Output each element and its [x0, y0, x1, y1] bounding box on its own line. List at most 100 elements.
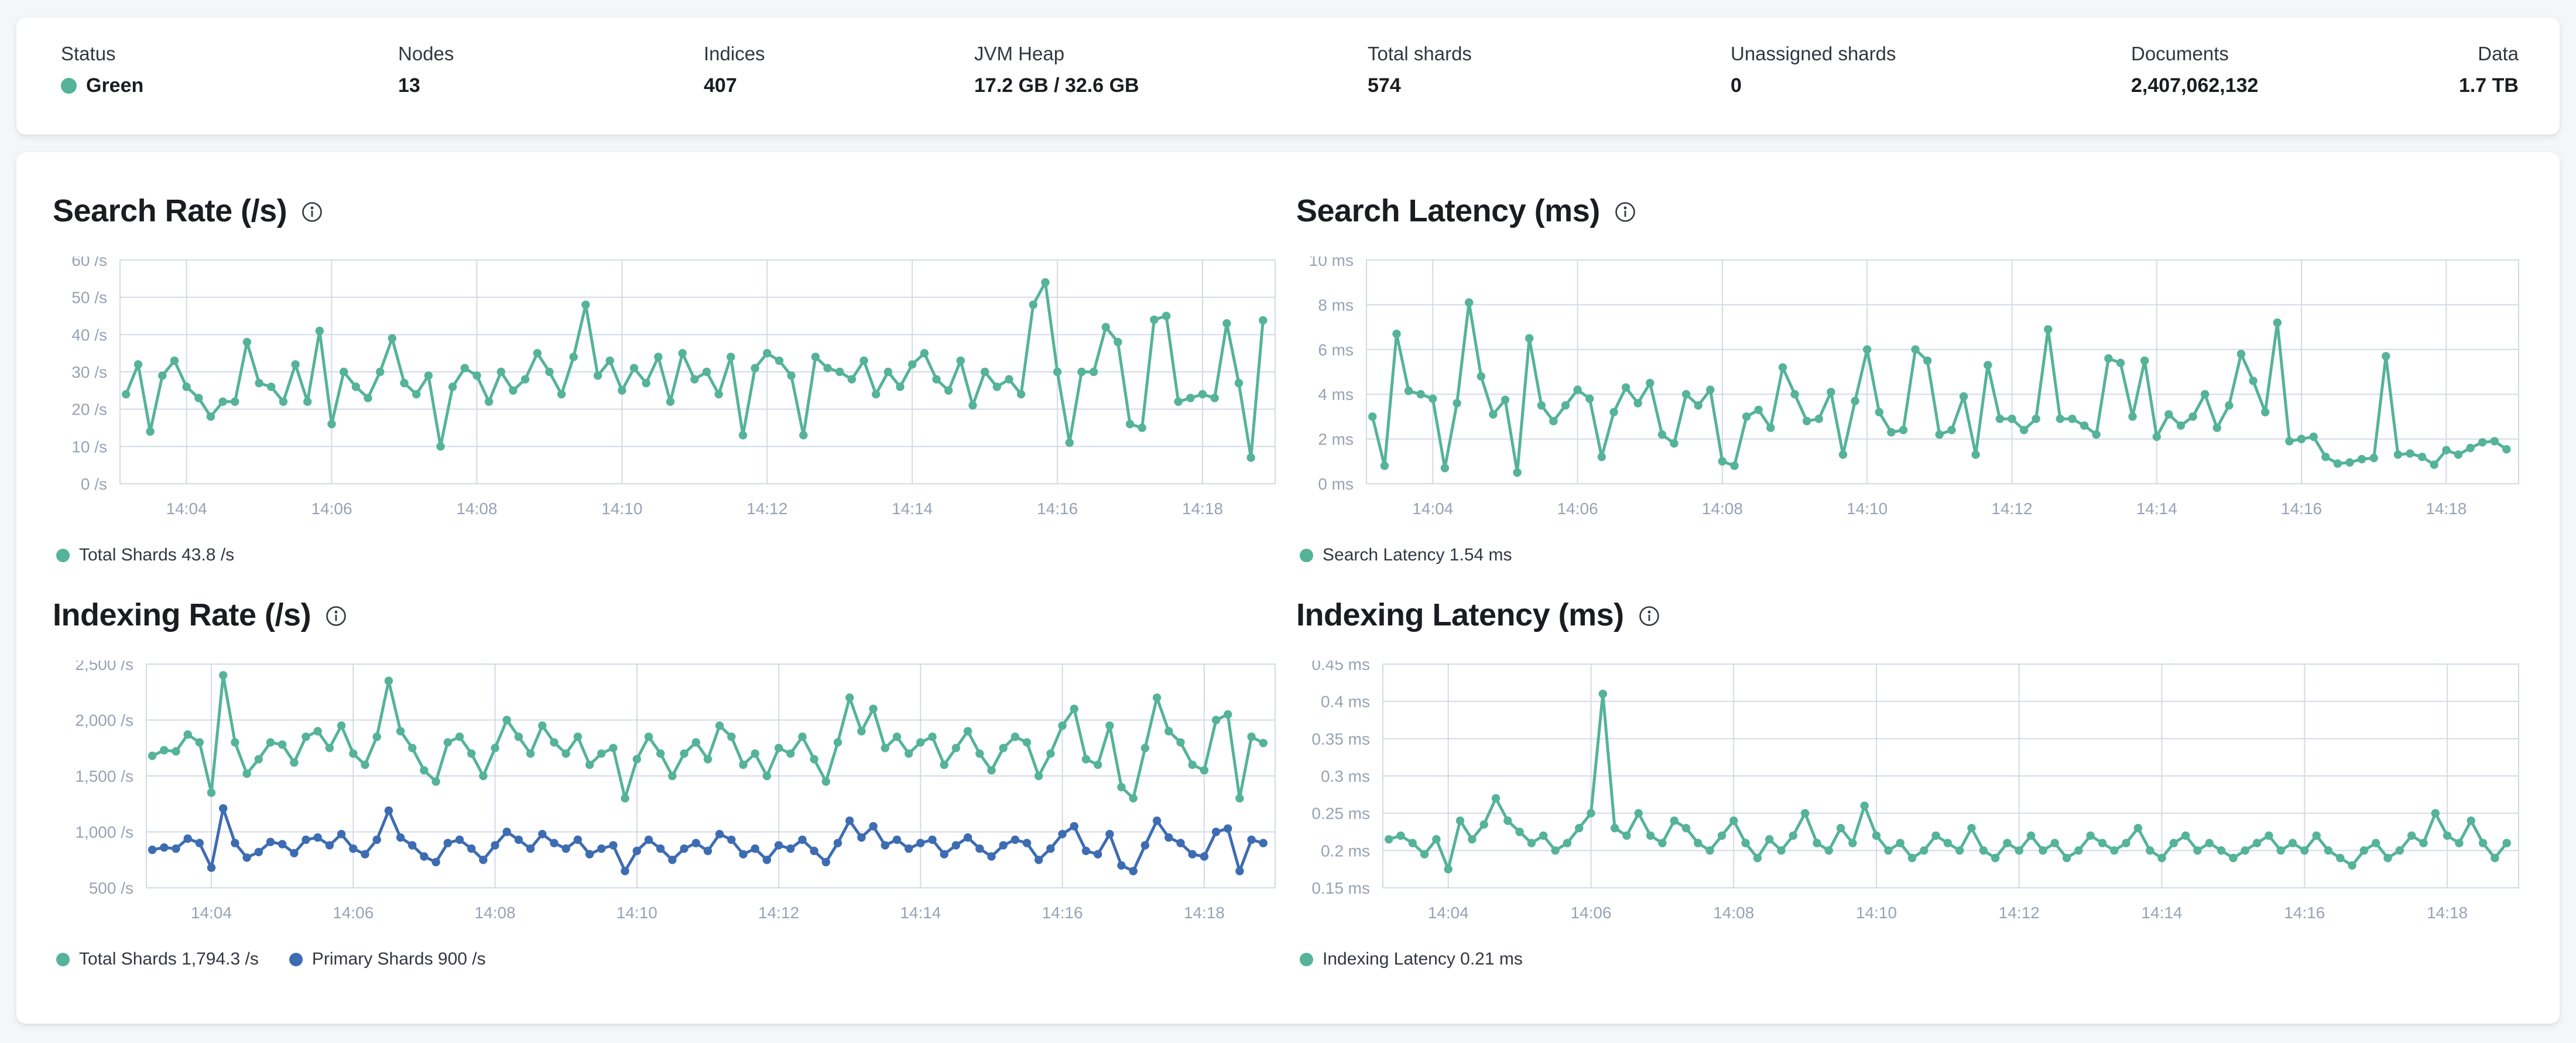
svg-text:14:12: 14:12 — [1991, 500, 2032, 518]
svg-text:14:18: 14:18 — [2427, 904, 2468, 922]
legend-label: Total Shards 1,794.3 /s — [79, 949, 259, 969]
stat-jvm-heap-value: 17.2 GB / 32.6 GB — [974, 74, 1139, 97]
svg-text:20 /s: 20 /s — [71, 401, 107, 419]
stat-indices-label: Indices — [704, 43, 765, 64]
legend-dot-icon — [1300, 548, 1313, 562]
stat-data-value: 1.7 TB — [2458, 74, 2519, 97]
search-latency-legend: Search Latency 1.54 ms — [1300, 545, 1512, 566]
stat-total-shards-label: Total shards — [1368, 43, 1472, 64]
svg-text:6 ms: 6 ms — [1318, 341, 1354, 359]
stat-total-shards: Total shards 574 — [1368, 42, 1472, 97]
stat-status-label: Status — [61, 43, 116, 64]
svg-text:14:18: 14:18 — [2426, 500, 2467, 518]
cluster-metrics-panel: Search Rate (/s) 0 /s 10 /s 20 /s 30 /s 40 /… — [16, 152, 2560, 1024]
stat-data-label: Data — [2478, 43, 2519, 64]
stat-jvm-heap-label: JVM Heap — [974, 43, 1065, 64]
svg-text:10 ms: 10 ms — [1309, 257, 1354, 269]
health-status-dot-icon — [61, 77, 77, 94]
svg-text:14:10: 14:10 — [601, 500, 642, 518]
chart-title-search-rate: Search Rate (/s) — [53, 193, 287, 228]
stat-nodes-label: Nodes — [398, 43, 454, 64]
svg-text:14:06: 14:06 — [311, 500, 352, 518]
svg-text:14:14: 14:14 — [892, 500, 933, 518]
stat-data: Data 1.7 TB — [2459, 42, 2519, 97]
legend-label: Indexing Latency 0.21 ms — [1323, 949, 1523, 969]
legend-item-total-shards[interactable]: Total Shards 1,794.3 /s — [56, 949, 259, 970]
chart-indexing-latency: Indexing Latency (ms) 0.15 ms 0.2 ms 0.25 … — [1296, 595, 2526, 987]
svg-text:14:04: 14:04 — [191, 904, 232, 922]
svg-text:0.25 ms: 0.25 ms — [1311, 805, 1370, 823]
svg-text:14:18: 14:18 — [1182, 500, 1223, 518]
chart-title-indexing-rate: Indexing Rate (/s) — [53, 597, 311, 632]
legend-item-search-latency[interactable]: Search Latency 1.54 ms — [1300, 545, 1512, 566]
svg-text:0 ms: 0 ms — [1318, 475, 1354, 493]
legend-label: Total Shards 43.8 /s — [79, 545, 235, 565]
cluster-status-panel: Status Green Nodes 13 Indices 407 JVM He… — [16, 18, 2560, 135]
stat-status: Status Green — [61, 42, 143, 97]
svg-text:14:14: 14:14 — [2142, 904, 2183, 922]
svg-text:0.15 ms: 0.15 ms — [1311, 879, 1370, 897]
legend-dot-icon — [56, 952, 70, 966]
svg-text:14:14: 14:14 — [2136, 500, 2177, 518]
stat-unassigned-shards-label: Unassigned shards — [1731, 43, 1896, 64]
search-rate-legend: Total Shards 43.8 /s — [56, 545, 234, 566]
svg-text:1,500 /s: 1,500 /s — [75, 767, 133, 785]
legend-item-primary-shards[interactable]: Primary Shards 900 /s — [289, 949, 486, 970]
svg-text:14:10: 14:10 — [616, 904, 657, 922]
indexing-latency-plot[interactable]: 0.15 ms 0.2 ms 0.25 ms 0.3 ms 0.35 ms 0.4 ms 0… — [1296, 661, 2526, 930]
svg-text:14:16: 14:16 — [2281, 500, 2322, 518]
stat-status-value: Green — [86, 74, 144, 97]
svg-text:14:08: 14:08 — [475, 904, 516, 922]
svg-text:14:10: 14:10 — [1847, 500, 1888, 518]
chart-search-latency: Search Latency (ms) 0 ms 2 ms 4 ms 6 ms 8 ms… — [1296, 191, 2526, 583]
svg-text:14:14: 14:14 — [900, 904, 941, 922]
svg-text:1,000 /s: 1,000 /s — [75, 823, 133, 842]
stat-documents-value: 2,407,062,132 — [2131, 74, 2259, 97]
legend-item-indexing-latency[interactable]: Indexing Latency 0.21 ms — [1300, 949, 1523, 970]
svg-text:14:06: 14:06 — [1570, 904, 1611, 922]
stat-unassigned-shards-value: 0 — [1731, 74, 1742, 97]
svg-text:14:16: 14:16 — [1037, 500, 1078, 518]
info-icon[interactable] — [1614, 201, 1636, 223]
svg-text:14:08: 14:08 — [1713, 904, 1754, 922]
info-icon[interactable] — [301, 201, 323, 223]
svg-text:0 /s: 0 /s — [81, 475, 107, 493]
svg-text:50 /s: 50 /s — [71, 289, 107, 307]
svg-text:2,500 /s: 2,500 /s — [75, 661, 133, 673]
svg-text:40 /s: 40 /s — [71, 326, 107, 344]
svg-text:14:18: 14:18 — [1184, 904, 1225, 922]
stat-documents-label: Documents — [2131, 43, 2229, 64]
svg-text:14:04: 14:04 — [1428, 904, 1469, 922]
info-icon[interactable] — [1638, 605, 1660, 627]
stat-indices: Indices 407 — [704, 42, 765, 97]
svg-text:14:06: 14:06 — [333, 904, 374, 922]
stat-indices-value: 407 — [704, 74, 737, 97]
svg-text:14:08: 14:08 — [1702, 500, 1743, 518]
legend-item-total-shards[interactable]: Total Shards 43.8 /s — [56, 545, 234, 566]
indexing-latency-legend: Indexing Latency 0.21 ms — [1300, 949, 1523, 970]
svg-text:10 /s: 10 /s — [71, 437, 107, 456]
svg-text:14:12: 14:12 — [746, 500, 787, 518]
stat-total-shards-value: 574 — [1368, 74, 1401, 97]
stat-nodes-value: 13 — [398, 74, 420, 97]
chart-indexing-rate: Indexing Rate (/s) 500 /s 1,000 /s 1,500 /… — [53, 595, 1282, 987]
svg-text:14:12: 14:12 — [1999, 904, 2040, 922]
search-rate-plot[interactable]: 0 /s 10 /s 20 /s 30 /s 40 /s 50 /s 60 /s 14:04 1… — [53, 257, 1282, 526]
svg-text:0.3 ms: 0.3 ms — [1321, 767, 1370, 785]
info-icon[interactable] — [325, 605, 347, 627]
svg-text:14:10: 14:10 — [1856, 904, 1897, 922]
svg-text:4 ms: 4 ms — [1318, 385, 1354, 403]
search-latency-plot[interactable]: 0 ms 2 ms 4 ms 6 ms 8 ms 10 ms 14:04 14:06 14:08… — [1296, 257, 2526, 526]
stat-documents: Documents 2,407,062,132 — [2131, 42, 2258, 97]
legend-label: Primary Shards 900 /s — [311, 949, 486, 969]
svg-text:0.35 ms: 0.35 ms — [1311, 730, 1370, 748]
svg-text:0.4 ms: 0.4 ms — [1321, 693, 1370, 711]
chart-title-indexing-latency: Indexing Latency (ms) — [1296, 597, 1624, 632]
svg-text:14:04: 14:04 — [1412, 500, 1453, 518]
svg-text:0.45 ms: 0.45 ms — [1311, 661, 1370, 673]
legend-dot-icon — [1300, 952, 1313, 966]
svg-text:14:12: 14:12 — [758, 904, 799, 922]
indexing-rate-plot[interactable]: 500 /s 1,000 /s 1,500 /s 2,000 /s 2,500 /s 14… — [53, 661, 1282, 930]
svg-text:14:16: 14:16 — [1042, 904, 1083, 922]
svg-text:2,000 /s: 2,000 /s — [75, 712, 133, 730]
